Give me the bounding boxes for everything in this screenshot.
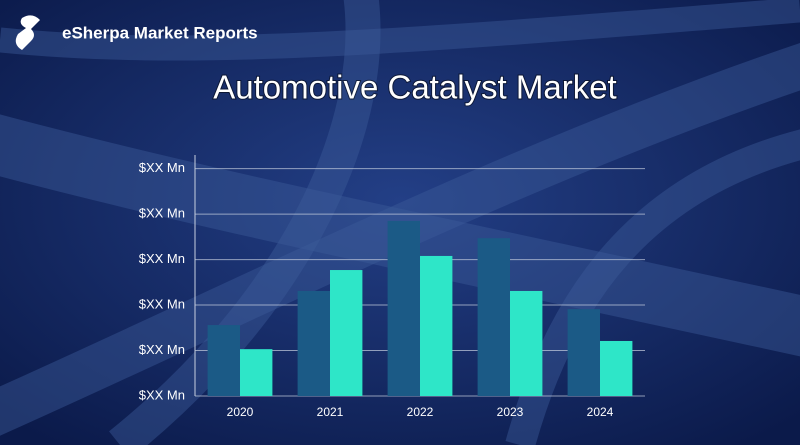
bar (420, 255, 453, 396)
x-tick-label: 2023 (497, 405, 524, 419)
x-tick-label: 2024 (587, 405, 614, 419)
chart-title: Automotive Catalyst Market (213, 69, 616, 106)
x-tick-label: 2022 (407, 405, 434, 419)
y-tick-label: $XX Mn (139, 206, 185, 221)
bar (330, 270, 363, 396)
brand-name: eSherpa Market Reports (62, 23, 258, 42)
bar (510, 290, 543, 396)
x-tick-label: 2020 (227, 405, 254, 419)
y-tick-label: $XX Mn (139, 387, 185, 402)
bar (240, 349, 273, 396)
y-tick-label: $XX Mn (139, 160, 185, 175)
y-tick-label: $XX Mn (139, 296, 185, 311)
brand-logo: eSherpa Market Reports (15, 15, 258, 50)
bar (600, 340, 633, 396)
y-tick-label: $XX Mn (139, 251, 185, 266)
y-tick-label: $XX Mn (139, 342, 185, 357)
bar (477, 238, 510, 396)
bar (297, 290, 330, 396)
bar (207, 325, 240, 396)
bar (567, 309, 600, 396)
bar (387, 220, 420, 396)
x-tick-label: 2021 (317, 405, 344, 419)
